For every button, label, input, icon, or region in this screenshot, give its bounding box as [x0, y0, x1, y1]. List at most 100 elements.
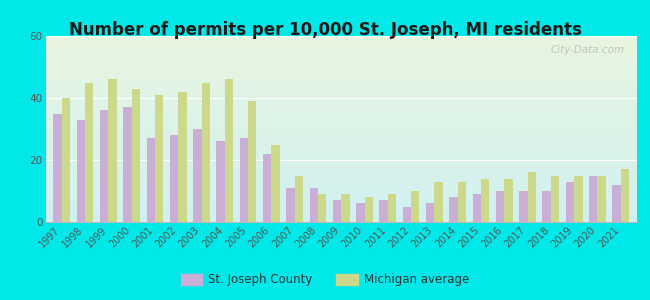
Bar: [46, 158, 637, 160]
Bar: [46, 138, 637, 140]
Bar: [46, 118, 637, 120]
Legend: St. Joseph County, Michigan average: St. Joseph County, Michigan average: [177, 269, 473, 291]
Bar: [46, 145, 637, 146]
Bar: [46, 141, 637, 143]
Bar: [528, 172, 536, 222]
Bar: [132, 89, 140, 222]
Bar: [46, 56, 637, 58]
Bar: [46, 68, 637, 70]
Bar: [46, 216, 637, 217]
Bar: [46, 92, 637, 93]
Bar: [46, 214, 637, 216]
Bar: [46, 62, 637, 64]
Bar: [46, 55, 637, 56]
Bar: [46, 40, 637, 42]
Bar: [434, 182, 443, 222]
Bar: [46, 110, 637, 112]
Bar: [46, 53, 637, 55]
Bar: [46, 199, 637, 200]
Bar: [365, 197, 373, 222]
Bar: [543, 191, 551, 222]
Bar: [225, 80, 233, 222]
Bar: [46, 161, 637, 163]
Bar: [62, 98, 70, 222]
Bar: [46, 211, 637, 213]
Bar: [612, 185, 621, 222]
Bar: [46, 180, 637, 182]
Bar: [46, 172, 637, 174]
Bar: [46, 48, 637, 50]
Bar: [46, 168, 637, 169]
Bar: [248, 101, 257, 222]
Bar: [46, 115, 637, 117]
Bar: [77, 120, 85, 222]
Bar: [46, 106, 637, 107]
Bar: [46, 42, 637, 44]
Bar: [46, 193, 637, 194]
Bar: [46, 200, 637, 202]
Bar: [202, 82, 210, 222]
Bar: [551, 176, 559, 222]
Bar: [46, 137, 637, 138]
Bar: [309, 188, 318, 222]
Bar: [46, 155, 637, 157]
Bar: [46, 191, 637, 193]
Bar: [46, 67, 637, 68]
Bar: [621, 169, 629, 222]
Bar: [46, 47, 637, 48]
Bar: [504, 178, 513, 222]
Bar: [46, 39, 637, 40]
Text: Number of permits per 10,000 St. Joseph, MI residents: Number of permits per 10,000 St. Joseph,…: [68, 21, 582, 39]
Bar: [356, 203, 365, 222]
Bar: [46, 202, 637, 203]
Bar: [46, 197, 637, 199]
Bar: [46, 196, 637, 197]
Bar: [100, 110, 109, 222]
Text: City-Data.com: City-Data.com: [551, 45, 625, 55]
Bar: [46, 72, 637, 73]
Bar: [46, 188, 637, 190]
Bar: [46, 50, 637, 52]
Bar: [46, 95, 637, 96]
Bar: [46, 166, 637, 168]
Bar: [403, 206, 411, 222]
Bar: [46, 117, 637, 118]
Bar: [46, 78, 637, 80]
Bar: [597, 176, 606, 222]
Bar: [46, 123, 637, 124]
Bar: [481, 178, 489, 222]
Bar: [46, 149, 637, 151]
Bar: [286, 188, 294, 222]
Bar: [46, 120, 637, 121]
Bar: [178, 92, 187, 222]
Bar: [124, 107, 132, 222]
Bar: [46, 176, 637, 177]
Bar: [53, 113, 62, 222]
Bar: [46, 182, 637, 183]
Bar: [46, 80, 637, 81]
Bar: [46, 84, 637, 86]
Bar: [46, 171, 637, 172]
Bar: [566, 182, 574, 222]
Bar: [46, 130, 637, 132]
Bar: [388, 194, 396, 222]
Bar: [46, 203, 637, 205]
Bar: [263, 154, 272, 222]
Bar: [46, 85, 637, 87]
Bar: [46, 97, 637, 98]
Bar: [341, 194, 350, 222]
Bar: [46, 177, 637, 178]
Bar: [46, 93, 637, 95]
Bar: [46, 178, 637, 180]
Bar: [449, 197, 458, 222]
Bar: [496, 191, 504, 222]
Bar: [380, 200, 388, 222]
Bar: [85, 82, 94, 222]
Bar: [46, 65, 637, 67]
Bar: [46, 152, 637, 154]
Bar: [46, 124, 637, 126]
Bar: [46, 157, 637, 158]
Bar: [46, 61, 637, 62]
Bar: [46, 126, 637, 128]
Bar: [519, 191, 528, 222]
